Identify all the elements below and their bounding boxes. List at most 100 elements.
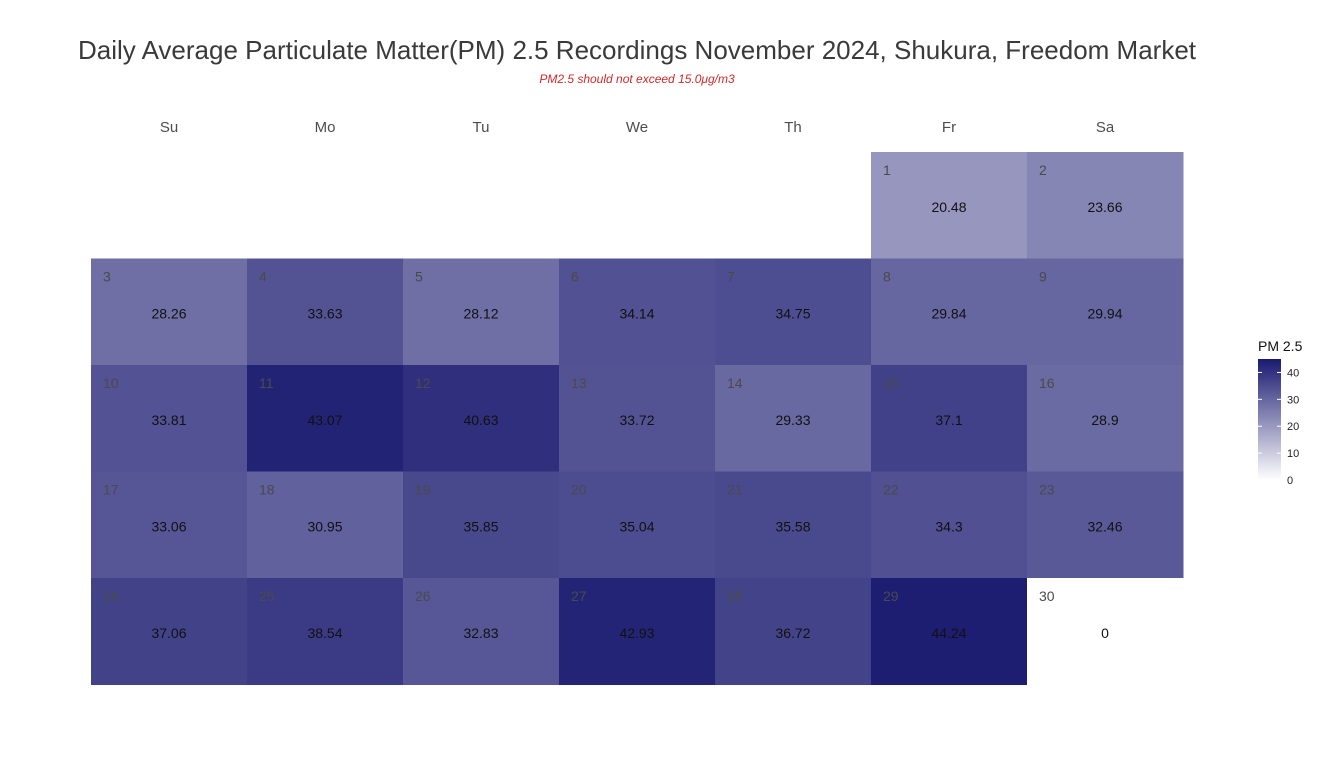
legend-colorbar: [1258, 359, 1281, 480]
weekday-header: Su Mo Tu We Th Fr Sa: [160, 119, 1115, 136]
day-number-label: 23: [1039, 482, 1055, 498]
day-number-label: 14: [727, 375, 743, 391]
day-number-label: 17: [103, 482, 119, 498]
day-value-label: 30.95: [307, 519, 342, 535]
day-number-label: 7: [727, 269, 735, 285]
day-cell: [715, 258, 872, 366]
day-number-label: 20: [571, 482, 587, 498]
day-number-label: 9: [1039, 269, 1047, 285]
day-number-label: 22: [883, 482, 899, 498]
day-number-label: 30: [1039, 588, 1055, 604]
day-value-label: 43.07: [307, 412, 342, 428]
day-cell: [403, 365, 560, 472]
day-number-label: 24: [103, 588, 119, 604]
day-number-label: 6: [571, 269, 579, 285]
day-value-label: 0: [1101, 625, 1109, 641]
color-legend: PM 2.5 0 10 20 30 40: [1258, 338, 1303, 487]
day-value-label: 35.58: [775, 519, 810, 535]
weekday-label: Mo: [315, 119, 336, 136]
day-cell: [403, 578, 560, 685]
day-number-label: 10: [103, 375, 119, 391]
legend-tick-label: 30: [1287, 394, 1299, 406]
legend-tick-label: 0: [1287, 475, 1293, 487]
day-cell: [91, 365, 248, 472]
day-cell: [871, 258, 1028, 366]
legend-tick-label: 10: [1287, 448, 1299, 460]
day-cell: [715, 365, 872, 472]
day-value-label: 33.06: [151, 519, 186, 535]
legend-tick-label: 40: [1287, 367, 1299, 379]
day-number-label: 19: [415, 482, 431, 498]
weekday-label: Fr: [942, 119, 956, 136]
day-number-label: 4: [259, 269, 267, 285]
day-cell: [871, 471, 1028, 579]
day-value-label: 29.94: [1087, 306, 1122, 322]
day-value-label: 34.14: [619, 306, 654, 322]
day-number-label: 3: [103, 269, 111, 285]
day-cell: [715, 471, 872, 579]
day-number-label: 8: [883, 269, 891, 285]
day-number-label: 2: [1039, 162, 1047, 178]
weekday-label: Su: [160, 119, 178, 136]
day-number-label: 16: [1039, 375, 1055, 391]
day-number-label: 27: [571, 588, 587, 604]
weekday-label: Tu: [473, 119, 490, 136]
day-number-label: 26: [415, 588, 431, 604]
day-value-label: 38.54: [307, 625, 342, 641]
day-cell: [91, 471, 248, 579]
day-cell: [1027, 152, 1184, 259]
weekday-label: Sa: [1096, 119, 1115, 136]
day-value-label: 28.26: [151, 306, 186, 322]
day-number-label: 5: [415, 269, 423, 285]
day-number-label: 21: [727, 482, 743, 498]
day-number-label: 12: [415, 375, 431, 391]
weekday-label: We: [626, 119, 648, 136]
calendar-grid: 1 20.48 2 23.66 3 28.26 4 33.63 5 28.12 6 34.14 7 34.…: [91, 152, 1184, 685]
day-value-label: 28.12: [463, 306, 498, 322]
chart-subtitle: PM2.5 should not exceed 15.0μg/m3: [539, 72, 735, 86]
day-value-label: 29.33: [775, 412, 810, 428]
day-cell: [1027, 258, 1184, 366]
day-value-label: 37.06: [151, 625, 186, 641]
day-value-label: 44.24: [931, 625, 966, 641]
day-cell: [403, 471, 560, 579]
day-value-label: 36.72: [775, 625, 810, 641]
day-value-label: 20.48: [931, 199, 966, 215]
day-value-label: 23.66: [1087, 199, 1122, 215]
day-cell: [1027, 578, 1184, 685]
day-cell: [91, 578, 248, 685]
day-cell: [871, 578, 1028, 685]
day-cell: [91, 258, 248, 366]
weekday-label: Th: [784, 119, 802, 136]
chart-title: Daily Average Particulate Matter(PM) 2.5…: [78, 35, 1197, 65]
day-number-label: 18: [259, 482, 275, 498]
day-value-label: 32.83: [463, 625, 498, 641]
day-value-label: 28.9: [1091, 412, 1118, 428]
day-value-label: 35.04: [619, 519, 654, 535]
day-cell: [403, 258, 560, 366]
day-value-label: 33.72: [619, 412, 654, 428]
day-value-label: 40.63: [463, 412, 498, 428]
legend-tick-label: 20: [1287, 421, 1299, 433]
day-cell: [559, 365, 716, 472]
day-cell: [1027, 471, 1184, 579]
day-number-label: 11: [259, 375, 274, 391]
day-cell: [871, 152, 1028, 259]
day-cell: [1027, 365, 1184, 472]
day-cell: [559, 471, 716, 579]
day-value-label: 33.81: [151, 412, 186, 428]
day-cell: [247, 471, 404, 579]
day-value-label: 34.3: [935, 519, 962, 535]
day-number-label: 15: [883, 375, 899, 391]
day-value-label: 42.93: [619, 625, 654, 641]
day-value-label: 35.85: [463, 519, 498, 535]
day-value-label: 32.46: [1087, 519, 1122, 535]
day-cell: [247, 365, 404, 472]
day-number-label: 25: [259, 588, 275, 604]
day-cell: [715, 578, 872, 685]
day-cell: [871, 365, 1028, 472]
day-cell: [559, 258, 716, 366]
day-cell: [247, 258, 404, 366]
day-cell: [559, 578, 716, 685]
